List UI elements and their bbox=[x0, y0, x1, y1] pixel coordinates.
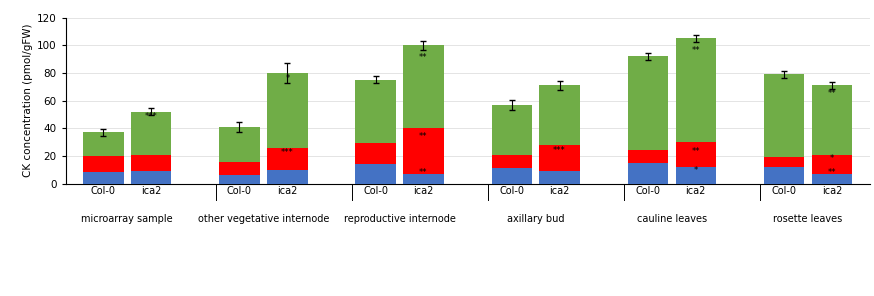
Text: ***: *** bbox=[145, 112, 157, 121]
Bar bbox=[491, 155, 532, 168]
Bar bbox=[676, 167, 716, 184]
Bar bbox=[812, 86, 852, 155]
Bar bbox=[356, 144, 396, 164]
Bar bbox=[356, 80, 396, 144]
Bar bbox=[131, 112, 171, 155]
Text: **: ** bbox=[420, 53, 427, 62]
Bar bbox=[267, 148, 308, 170]
Text: microarray sample: microarray sample bbox=[81, 214, 173, 224]
Bar bbox=[219, 162, 260, 175]
Text: **: ** bbox=[420, 132, 427, 141]
Bar bbox=[676, 38, 716, 142]
Text: other vegetative internode: other vegetative internode bbox=[198, 214, 329, 224]
Bar bbox=[628, 57, 668, 150]
Bar bbox=[812, 174, 852, 184]
Bar bbox=[267, 170, 308, 184]
Text: axillary bud: axillary bud bbox=[507, 214, 565, 224]
Bar bbox=[219, 175, 260, 184]
Bar bbox=[676, 142, 716, 167]
Bar bbox=[83, 132, 123, 156]
Bar bbox=[131, 155, 171, 171]
Bar bbox=[491, 105, 532, 155]
Bar bbox=[764, 157, 804, 167]
Bar bbox=[403, 45, 444, 128]
Text: **: ** bbox=[691, 147, 700, 156]
Text: **: ** bbox=[828, 168, 836, 177]
Bar bbox=[83, 156, 123, 173]
Text: *: * bbox=[694, 166, 697, 175]
Bar bbox=[491, 168, 532, 184]
Text: **: ** bbox=[828, 89, 836, 98]
Bar bbox=[628, 150, 668, 163]
Bar bbox=[403, 174, 444, 184]
Bar bbox=[356, 164, 396, 184]
Text: **: ** bbox=[691, 46, 700, 55]
Bar bbox=[539, 145, 579, 171]
Text: rosette leaves: rosette leaves bbox=[773, 214, 843, 224]
Bar bbox=[403, 128, 444, 174]
Bar bbox=[764, 74, 804, 157]
Bar bbox=[539, 86, 579, 145]
Text: reproductive internode: reproductive internode bbox=[343, 214, 455, 224]
Text: *: * bbox=[285, 74, 289, 83]
Bar bbox=[628, 163, 668, 184]
Bar bbox=[267, 73, 308, 148]
Text: *: * bbox=[829, 154, 834, 163]
Bar bbox=[764, 167, 804, 184]
Text: ***: *** bbox=[553, 146, 566, 155]
Y-axis label: CK concentration (pmol/gFW): CK concentration (pmol/gFW) bbox=[23, 24, 32, 177]
Bar bbox=[83, 173, 123, 184]
Bar bbox=[219, 127, 260, 162]
Bar bbox=[539, 171, 579, 184]
Bar bbox=[131, 171, 171, 184]
Text: ***: *** bbox=[281, 148, 294, 157]
Text: cauline leaves: cauline leaves bbox=[636, 214, 707, 224]
Bar bbox=[812, 155, 852, 174]
Text: **: ** bbox=[420, 168, 427, 177]
